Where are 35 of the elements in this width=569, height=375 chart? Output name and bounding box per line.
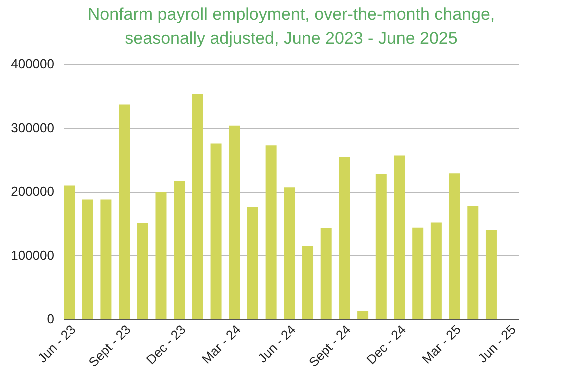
bar <box>156 192 167 319</box>
x-tick-label: Dec - 24 <box>364 322 409 368</box>
bar <box>82 200 94 319</box>
x-tick-label: Mar - 25 <box>419 322 464 367</box>
bar <box>376 174 387 319</box>
x-tick-label: Jun - 25 <box>475 322 520 366</box>
bar <box>229 126 240 319</box>
bar <box>339 157 350 319</box>
bar <box>192 94 204 319</box>
bar <box>100 200 112 319</box>
y-tick-label: 200000 <box>11 184 54 199</box>
bar <box>358 311 369 319</box>
x-tick-label: Mar - 24 <box>198 322 244 367</box>
bar <box>430 222 442 319</box>
bar <box>412 228 424 319</box>
bar <box>247 207 258 319</box>
y-tick-label: 300000 <box>11 120 54 136</box>
bar <box>486 230 497 319</box>
bar <box>284 188 296 319</box>
bar <box>468 206 479 319</box>
bar <box>266 146 277 319</box>
x-tick-label: Jun - 24 <box>255 322 299 366</box>
bar <box>137 223 148 319</box>
bar <box>119 104 130 319</box>
y-tick-label: 100000 <box>11 248 54 263</box>
bar <box>320 228 332 319</box>
bar <box>210 144 222 319</box>
y-tick-label: 400000 <box>11 56 54 72</box>
bar <box>449 174 460 319</box>
bar <box>394 156 406 319</box>
x-tick-label: Dec - 23 <box>143 322 189 368</box>
bar <box>64 186 76 319</box>
bar <box>302 246 314 319</box>
chart-title: Nonfarm payroll employment, over-the-month change, seasonally adjusted, June 2023 - June 2025 <box>88 5 496 48</box>
bar <box>174 181 186 319</box>
